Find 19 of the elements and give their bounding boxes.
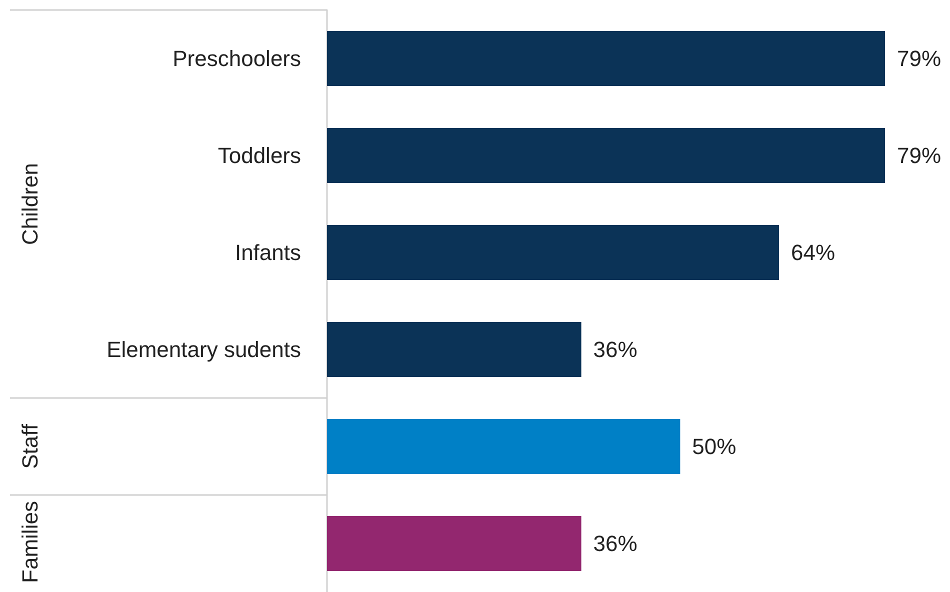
text: Staff bbox=[18, 423, 42, 469]
y-tick-label: Infants bbox=[234, 240, 301, 265]
bar bbox=[327, 419, 680, 474]
data-label: 50% bbox=[692, 434, 736, 459]
text: Families bbox=[18, 501, 42, 583]
bar bbox=[327, 225, 780, 280]
text: Children bbox=[18, 163, 42, 245]
y-tick-label: Elementary sudents bbox=[106, 337, 301, 362]
bar bbox=[327, 31, 885, 86]
bar bbox=[327, 128, 885, 183]
data-label: 36% bbox=[593, 337, 638, 362]
data-label: 79% bbox=[897, 143, 942, 168]
y-tick-label: Toddlers bbox=[218, 143, 301, 168]
data-label: 79% bbox=[897, 46, 942, 71]
bar bbox=[327, 322, 582, 377]
bar bbox=[327, 516, 582, 571]
data-label: 36% bbox=[593, 531, 638, 556]
y-tick-label: Preschoolers bbox=[172, 46, 301, 71]
data-label: 64% bbox=[791, 240, 836, 265]
